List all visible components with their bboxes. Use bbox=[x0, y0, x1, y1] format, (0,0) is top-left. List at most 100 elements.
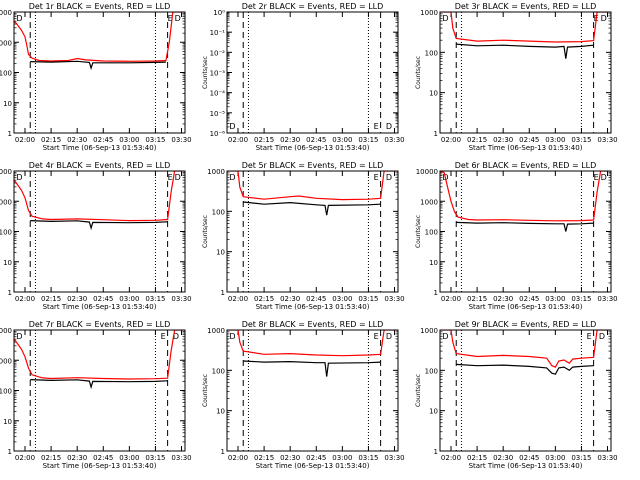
y-axis-label: Counts/sec bbox=[202, 215, 209, 248]
y-tick-label: 100 bbox=[212, 208, 225, 216]
x-tick-label: 02:30 bbox=[67, 136, 87, 144]
y-axis-label: Counts/sec bbox=[415, 215, 422, 248]
y-tick-label: 100 bbox=[0, 70, 12, 78]
marker-label: D bbox=[601, 14, 607, 23]
x-tick-label: 03:00 bbox=[119, 454, 139, 462]
panel-title: Det 4r BLACK = Events, RED = LLD bbox=[29, 161, 171, 170]
y-tick-label: 10⁻² bbox=[210, 49, 226, 57]
y-tick-label: 10 bbox=[216, 249, 225, 257]
marker-label: D bbox=[386, 122, 392, 131]
x-tick-label: 02:15 bbox=[41, 136, 61, 144]
lld-series-line bbox=[14, 171, 185, 222]
panel-title: Det 9r BLACK = Events, RED = LLD bbox=[455, 320, 597, 329]
x-tick-label: 02:00 bbox=[228, 136, 248, 144]
marker-label: E bbox=[594, 173, 599, 182]
x-axis-label: Start Time (06-Sep-13 01:53:40) bbox=[43, 303, 157, 311]
events-series-line bbox=[456, 43, 594, 59]
y-tick-label: 100 bbox=[425, 229, 438, 237]
x-tick-label: 02:00 bbox=[15, 295, 35, 303]
x-tick-label: 02:45 bbox=[93, 454, 113, 462]
marker-label: D bbox=[175, 14, 181, 23]
detector-panel: Det 8r BLACK = Events, RED = LLD 1 10 100 10… bbox=[202, 320, 405, 470]
lld-series-line bbox=[14, 12, 185, 62]
y-tick-label: 1000 bbox=[0, 39, 12, 47]
x-tick-label: 02:30 bbox=[280, 136, 300, 144]
x-tick-label: 03:15 bbox=[145, 295, 165, 303]
marker-label: D bbox=[442, 332, 448, 341]
x-tick-label: 02:45 bbox=[93, 136, 113, 144]
x-tick-label: 02:00 bbox=[441, 136, 461, 144]
y-tick-label: 10 bbox=[429, 259, 438, 267]
marker-label: D bbox=[229, 173, 235, 182]
y-tick-label: 10 bbox=[216, 408, 225, 416]
x-axis-label: Start Time (06-Sep-13 01:53:40) bbox=[469, 303, 583, 311]
series-group bbox=[14, 12, 185, 71]
x-tick-label: 03:15 bbox=[145, 454, 165, 462]
y-tick-label: 10 bbox=[3, 100, 12, 108]
y-tick-label: 1 bbox=[434, 130, 438, 138]
detector-panel: Det 1r BLACK = Events, RED = LLD 1 10 100 10… bbox=[0, 2, 192, 152]
series-group bbox=[440, 171, 611, 232]
x-tick-label: 03:15 bbox=[571, 295, 591, 303]
marker-label: D bbox=[601, 173, 607, 182]
plot-frame bbox=[439, 11, 612, 134]
marker-label: E bbox=[168, 173, 173, 182]
x-tick-label: 02:00 bbox=[15, 454, 35, 462]
x-tick-label: 03:00 bbox=[332, 295, 352, 303]
x-tick-label: 02:15 bbox=[41, 295, 61, 303]
x-tick-label: 03:15 bbox=[571, 454, 591, 462]
x-tick-label: 02:45 bbox=[519, 295, 539, 303]
x-tick-label: 03:15 bbox=[571, 136, 591, 144]
detector-panel: Det 7r BLACK = Events, RED = LLD 1 10 100 10… bbox=[0, 320, 192, 470]
panel-title: Det 2r BLACK = Events, RED = LLD bbox=[242, 2, 384, 11]
marker-label: E bbox=[168, 14, 173, 23]
detector-panel: Det 4r BLACK = Events, RED = LLD 1 10 100 10… bbox=[0, 161, 192, 311]
x-tick-label: 02:30 bbox=[280, 454, 300, 462]
events-series-line bbox=[243, 360, 381, 377]
y-tick-label: 1 bbox=[434, 448, 438, 456]
y-axis-label: Counts/sec bbox=[415, 374, 422, 407]
y-tick-label: 100 bbox=[0, 388, 12, 396]
x-tick-label: 02:45 bbox=[93, 295, 113, 303]
events-series-line bbox=[30, 379, 168, 390]
y-axis-label: Counts/sec bbox=[415, 56, 422, 89]
x-tick-label: 02:00 bbox=[15, 136, 35, 144]
y-tick-label: 10000 bbox=[416, 168, 438, 176]
x-axis-label: Start Time (06-Sep-13 01:53:40) bbox=[43, 462, 157, 470]
y-tick-label: 10⁻⁵ bbox=[210, 110, 226, 118]
y-tick-label: 1 bbox=[221, 448, 225, 456]
plot-frame bbox=[13, 170, 186, 293]
plot-frame bbox=[13, 11, 186, 134]
y-tick-label: 100 bbox=[0, 229, 12, 237]
y-tick-label: 1000 bbox=[0, 198, 12, 206]
series-group bbox=[14, 171, 185, 231]
x-tick-label: 03:30 bbox=[171, 136, 191, 144]
marker-label: D bbox=[442, 14, 448, 23]
marker-label: E bbox=[374, 332, 379, 341]
lld-series-line bbox=[227, 171, 398, 201]
plot-frame bbox=[226, 329, 399, 452]
y-tick-label: 1 bbox=[8, 289, 12, 297]
marker-label: D bbox=[16, 332, 22, 341]
x-axis-label: Start Time (06-Sep-13 01:53:40) bbox=[43, 144, 157, 152]
events-series-line bbox=[456, 363, 594, 375]
x-tick-label: 02:00 bbox=[441, 454, 461, 462]
x-tick-label: 02:15 bbox=[41, 454, 61, 462]
marker-label: E bbox=[374, 173, 379, 182]
x-tick-label: 02:45 bbox=[306, 454, 326, 462]
x-tick-label: 03:30 bbox=[384, 136, 404, 144]
events-series-line bbox=[30, 220, 168, 231]
events-series-line bbox=[30, 60, 166, 71]
detector-panel: Det 2r BLACK = Events, RED = LLD 10⁻⁶ 10⁻⁵… bbox=[202, 2, 405, 152]
marker-label: D bbox=[16, 14, 22, 23]
marker-label: D bbox=[229, 122, 235, 131]
x-tick-label: 02:30 bbox=[67, 454, 87, 462]
series-group bbox=[440, 330, 611, 375]
series-group bbox=[227, 330, 398, 377]
x-tick-label: 03:15 bbox=[358, 136, 378, 144]
detector-panel: Det 3r BLACK = Events, RED = LLD 1 10 100 10… bbox=[415, 2, 618, 152]
plot-frame bbox=[226, 170, 399, 293]
marker-label: D bbox=[16, 173, 22, 182]
x-tick-label: 02:45 bbox=[306, 136, 326, 144]
